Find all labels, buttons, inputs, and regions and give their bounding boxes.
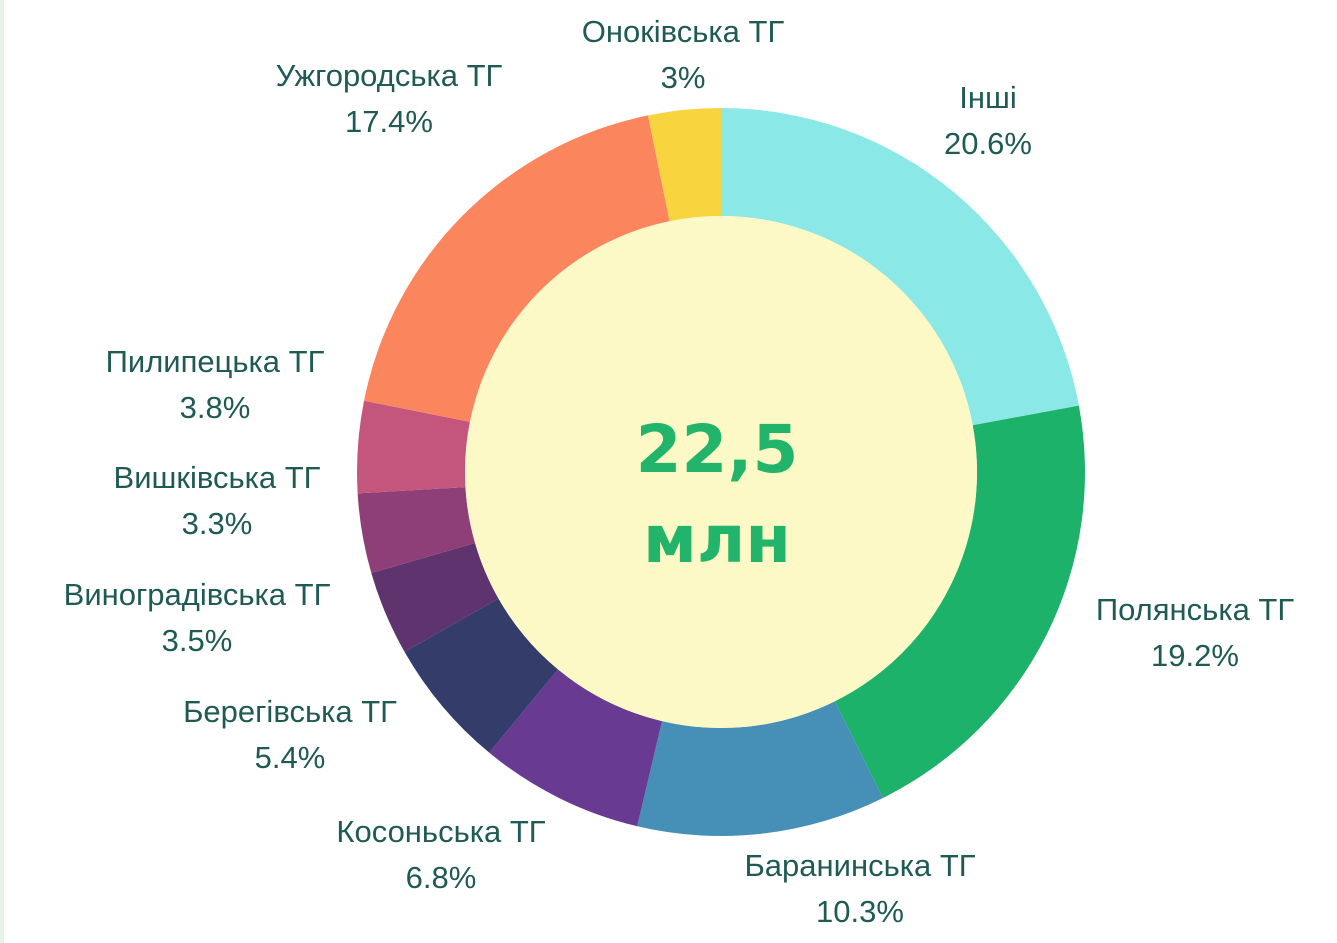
slice-5 <box>404 598 558 753</box>
labels-group: Інші 20.6% Полянська ТГ 19.2% Баранинська ТГ… <box>64 14 1295 929</box>
slice-percent-label: 6.8% <box>406 860 477 895</box>
slice-name-label: Пилипецька ТГ <box>106 344 325 379</box>
slice-6 <box>371 543 499 652</box>
slice-7 <box>357 487 476 573</box>
slice-percent-label: 3.3% <box>182 506 253 541</box>
slice-name-label: Вишківська ТГ <box>114 460 321 495</box>
slice-name-label: Косоньська ТГ <box>336 814 545 849</box>
donut-hole <box>465 216 977 728</box>
slice-10 <box>647 108 721 222</box>
slice-name-label: Баранинська ТГ <box>744 848 975 883</box>
center-unit: млн <box>643 501 791 578</box>
slice-percent-label: 10.3% <box>816 894 904 929</box>
center-value: 22,5 <box>636 411 799 488</box>
slice-percent-label: 3.8% <box>180 390 251 425</box>
slices-group <box>357 108 1085 837</box>
slice-4 <box>489 669 663 827</box>
slice-percent-label: 17.4% <box>345 104 433 139</box>
slice-2 <box>834 405 1085 798</box>
slice-9 <box>364 115 670 422</box>
slice-name-label: Інші <box>959 80 1017 115</box>
slice-name-label: Полянська ТГ <box>1096 592 1295 627</box>
slice-8 <box>357 400 470 494</box>
slice-percent-label: 3% <box>661 60 706 95</box>
left-accent-bar <box>0 0 4 943</box>
slice-name-label: Онoківська ТГ <box>582 14 785 49</box>
slice-name-label: Виноградівська ТГ <box>64 577 331 612</box>
slice-name-label: Берегівська ТГ <box>183 694 397 729</box>
slice-name-label: Ужгородська ТГ <box>276 58 503 93</box>
slice-3 <box>637 701 884 837</box>
slice-1 <box>721 108 1079 426</box>
slice-percent-label: 19.2% <box>1151 638 1239 673</box>
slice-percent-label: 5.4% <box>255 740 326 775</box>
slice-percent-label: 3.5% <box>162 623 233 658</box>
slice-percent-label: 20.6% <box>944 126 1032 161</box>
